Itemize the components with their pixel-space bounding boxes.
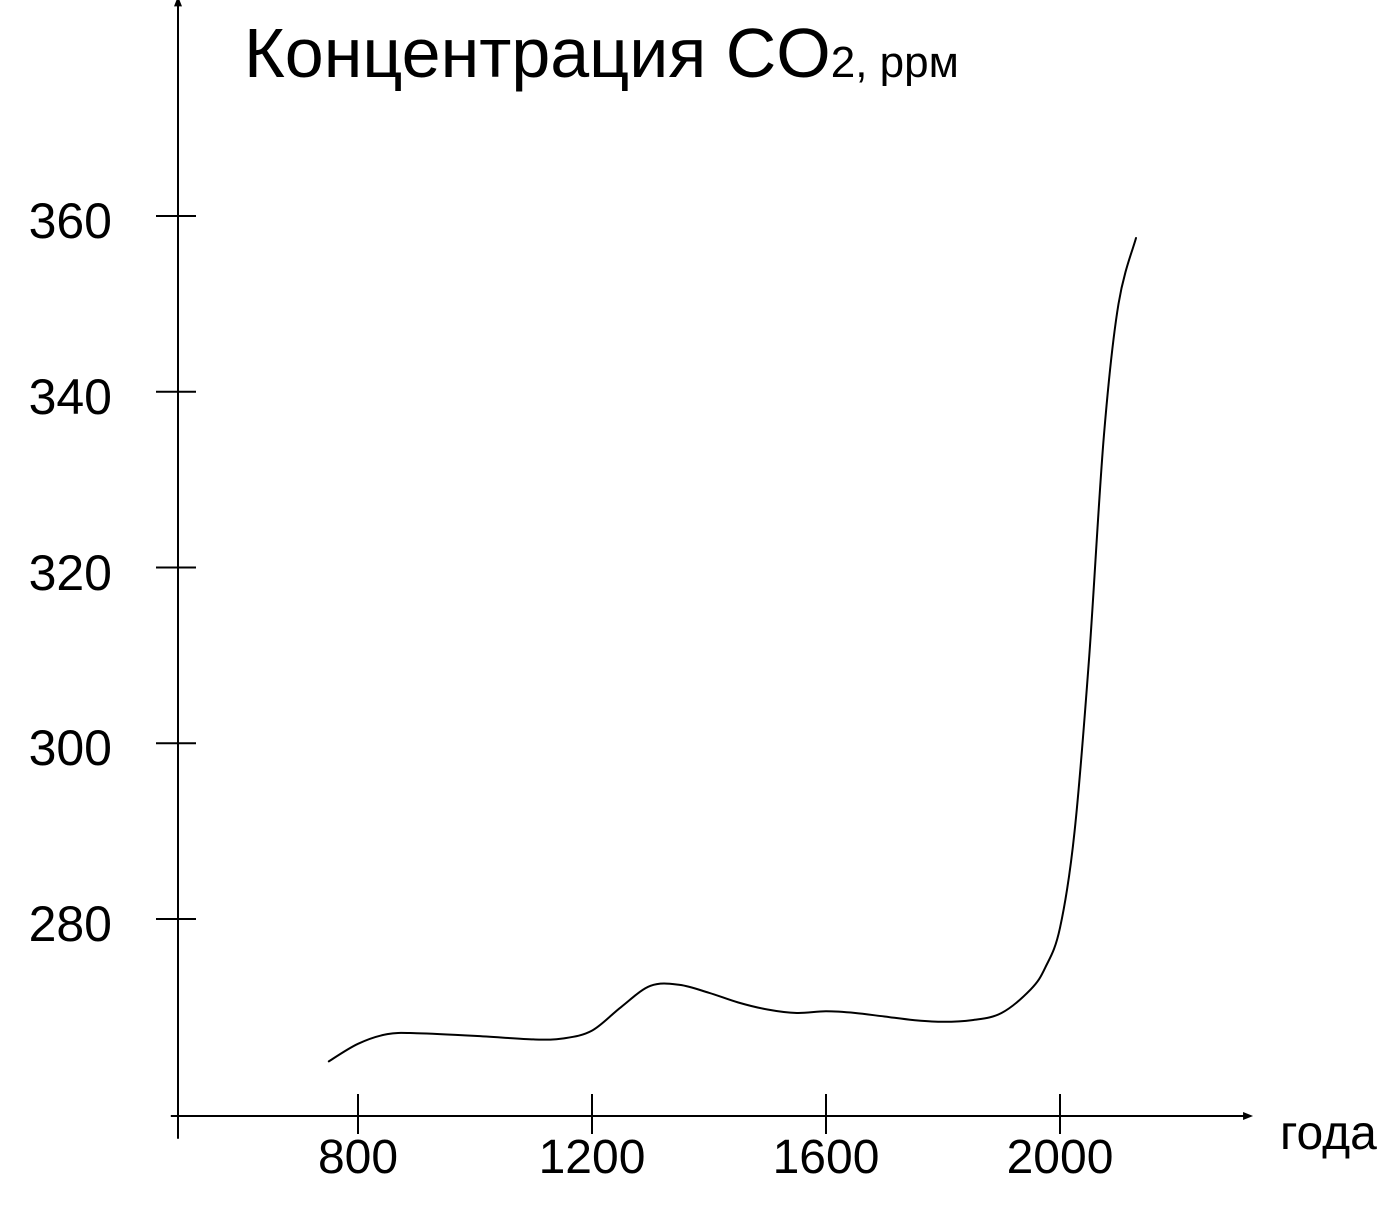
axes <box>170 0 1254 1139</box>
series <box>327 237 1137 1063</box>
ticks <box>156 215 1061 1134</box>
x-axis-arrow <box>1243 1112 1254 1120</box>
title-sub: 2, ppм <box>830 38 959 87</box>
title-main: Концентрация CO <box>244 14 831 92</box>
y-axis-arrow <box>174 0 182 7</box>
y-tick-label-360: 360 <box>28 193 112 249</box>
co2-series-line-0 <box>327 237 1137 1063</box>
x-tick-label-1200: 1200 <box>538 1131 646 1184</box>
y-tick-label-280: 280 <box>28 896 112 952</box>
x-axis-label: года <box>1280 1107 1377 1160</box>
x-tick-label-1600: 1600 <box>772 1131 880 1184</box>
chart-title: Концентрация CO2, ppм <box>244 18 959 88</box>
x-tick-label-2000: 2000 <box>1006 1131 1114 1184</box>
x-tick-label-800: 800 <box>317 1131 399 1184</box>
y-tick-label-340: 340 <box>28 368 112 425</box>
y-tick-label-320: 320 <box>28 544 112 601</box>
y-tick-label-300: 300 <box>28 720 112 777</box>
